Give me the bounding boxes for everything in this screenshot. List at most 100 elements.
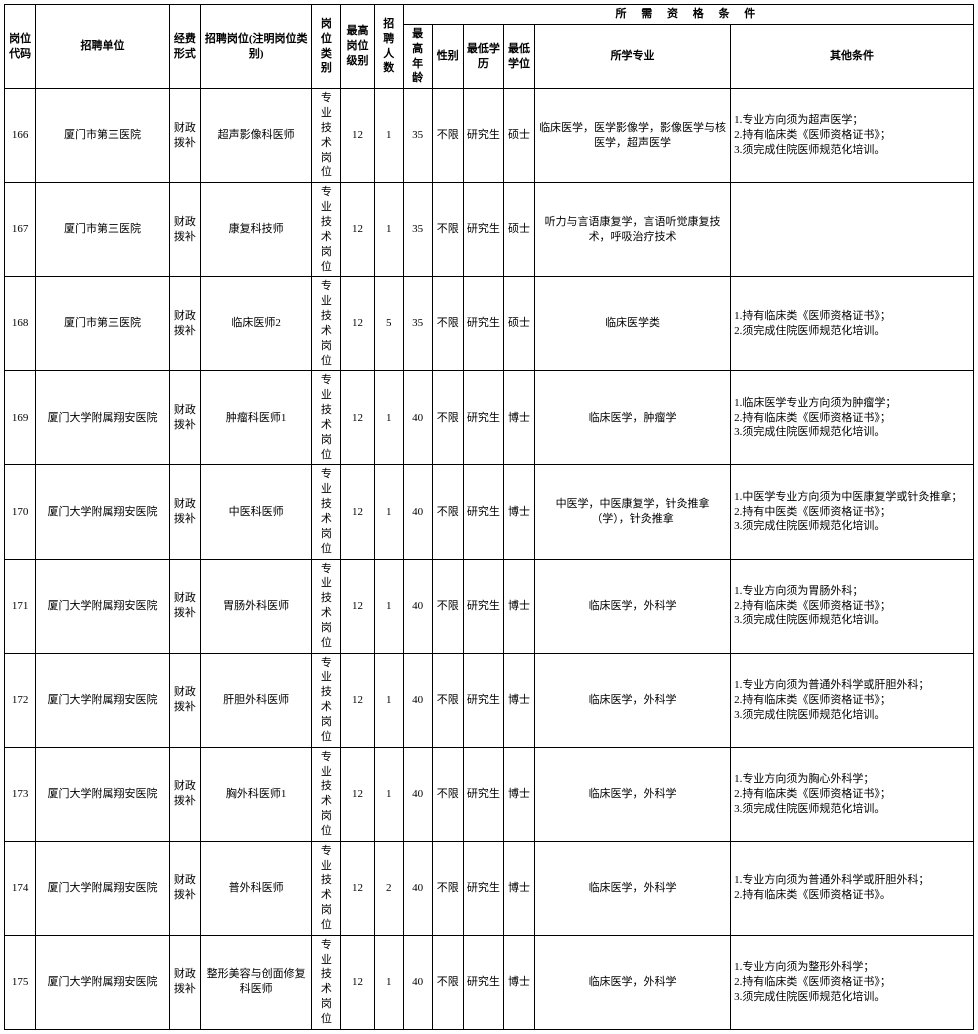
table-row: 173厦门大学附属翔安医院财政拨补胸外科医师1专业技术岗位12140不限研究生博… bbox=[5, 747, 974, 841]
table-cell: 12 bbox=[341, 465, 374, 559]
table-cell: 厦门市第三医院 bbox=[36, 89, 170, 183]
table-cell: 财政拨补 bbox=[169, 841, 200, 935]
table-cell: 40 bbox=[403, 371, 432, 465]
table-cell: 专业技术岗位 bbox=[312, 183, 341, 277]
table-cell: 12 bbox=[341, 653, 374, 747]
table-cell: 研究生 bbox=[463, 89, 503, 183]
table-cell: 1.专业方向须为胸心外科学；2.持有临床类《医师资格证书》；3.须完成住院医师规… bbox=[731, 747, 974, 841]
table-cell: 172 bbox=[5, 653, 36, 747]
table-row: 171厦门大学附属翔安医院财政拨补胃肠外科医师专业技术岗位12140不限研究生博… bbox=[5, 559, 974, 653]
table-cell: 临床医学，外科学 bbox=[535, 653, 731, 747]
table-cell: 临床医学，医学影像学，影像医学与核医学，超声医学 bbox=[535, 89, 731, 183]
table-cell: 厦门大学附属翔安医院 bbox=[36, 653, 170, 747]
table-cell: 研究生 bbox=[463, 747, 503, 841]
table-cell: 40 bbox=[403, 559, 432, 653]
table-cell: 35 bbox=[403, 89, 432, 183]
table-cell: 超声影像科医师 bbox=[200, 89, 311, 183]
table-cell: 1 bbox=[374, 747, 403, 841]
table-cell: 临床医学类 bbox=[535, 277, 731, 371]
table-row: 175厦门大学附属翔安医院财政拨补整形美容与创面修复科医师专业技术岗位12140… bbox=[5, 935, 974, 1029]
table-cell: 财政拨补 bbox=[169, 653, 200, 747]
table-row: 172厦门大学附属翔安医院财政拨补肝胆外科医师专业技术岗位12140不限研究生博… bbox=[5, 653, 974, 747]
table-cell: 5 bbox=[374, 277, 403, 371]
table-cell: 1.专业方向须为整形外科学；2.持有临床类《医师资格证书》；3.须完成住院医师规… bbox=[731, 935, 974, 1029]
table-cell: 肿瘤科医师1 bbox=[200, 371, 311, 465]
table-cell: 不限 bbox=[432, 747, 463, 841]
table-row: 166厦门市第三医院财政拨补超声影像科医师专业技术岗位12135不限研究生硕士临… bbox=[5, 89, 974, 183]
table-cell: 1 bbox=[374, 183, 403, 277]
table-cell: 专业技术岗位 bbox=[312, 559, 341, 653]
table-cell: 硕士 bbox=[503, 183, 534, 277]
header-category: 岗位类别 bbox=[312, 5, 341, 89]
table-header: 岗位代码 招聘单位 经费形式 招聘岗位(注明岗位类别) 岗位类别 最高岗位级别 … bbox=[5, 5, 974, 89]
table-cell: 167 bbox=[5, 183, 36, 277]
table-cell: 财政拨补 bbox=[169, 371, 200, 465]
table-cell: 不限 bbox=[432, 653, 463, 747]
table-cell: 临床医学，肿瘤学 bbox=[535, 371, 731, 465]
table-cell: 厦门大学附属翔安医院 bbox=[36, 841, 170, 935]
table-cell: 厦门大学附属翔安医院 bbox=[36, 747, 170, 841]
table-cell: 不限 bbox=[432, 89, 463, 183]
table-cell: 2 bbox=[374, 841, 403, 935]
table-cell: 专业技术岗位 bbox=[312, 371, 341, 465]
table-cell: 不限 bbox=[432, 465, 463, 559]
table-cell: 财政拨补 bbox=[169, 89, 200, 183]
table-cell: 康复科技师 bbox=[200, 183, 311, 277]
table-cell: 博士 bbox=[503, 465, 534, 559]
table-cell: 专业技术岗位 bbox=[312, 935, 341, 1029]
table-cell: 1.专业方向须为胃肠外科；2.持有临床类《医师资格证书》；3.须完成住院医师规范… bbox=[731, 559, 974, 653]
table-body: 166厦门市第三医院财政拨补超声影像科医师专业技术岗位12135不限研究生硕士临… bbox=[5, 89, 974, 1030]
table-cell: 174 bbox=[5, 841, 36, 935]
header-code: 岗位代码 bbox=[5, 5, 36, 89]
table-cell: 厦门市第三医院 bbox=[36, 183, 170, 277]
table-row: 168厦门市第三医院财政拨补临床医师2专业技术岗位12535不限研究生硕士临床医… bbox=[5, 277, 974, 371]
table-cell: 财政拨补 bbox=[169, 183, 200, 277]
table-cell: 中医学，中医康复学，针灸推拿（学），针灸推拿 bbox=[535, 465, 731, 559]
table-cell: 12 bbox=[341, 935, 374, 1029]
table-cell: 听力与言语康复学，言语听觉康复技术，呼吸治疗技术 bbox=[535, 183, 731, 277]
table-cell: 博士 bbox=[503, 653, 534, 747]
table-cell: 厦门市第三医院 bbox=[36, 277, 170, 371]
table-cell: 博士 bbox=[503, 559, 534, 653]
table-cell: 硕士 bbox=[503, 89, 534, 183]
table-cell: 40 bbox=[403, 465, 432, 559]
table-cell: 175 bbox=[5, 935, 36, 1029]
header-fund: 经费形式 bbox=[169, 5, 200, 89]
table-cell: 不限 bbox=[432, 559, 463, 653]
table-cell: 专业技术岗位 bbox=[312, 89, 341, 183]
table-cell: 中医科医师 bbox=[200, 465, 311, 559]
table-cell: 财政拨补 bbox=[169, 277, 200, 371]
table-cell: 不限 bbox=[432, 277, 463, 371]
header-position: 招聘岗位(注明岗位类别) bbox=[200, 5, 311, 89]
table-cell: 临床医学，外科学 bbox=[535, 747, 731, 841]
table-cell: 专业技术岗位 bbox=[312, 841, 341, 935]
table-cell: 厦门大学附属翔安医院 bbox=[36, 935, 170, 1029]
table-cell: 研究生 bbox=[463, 371, 503, 465]
table-cell: 临床医学，外科学 bbox=[535, 935, 731, 1029]
table-cell: 临床医学，外科学 bbox=[535, 841, 731, 935]
table-cell: 博士 bbox=[503, 747, 534, 841]
header-edu: 最低学历 bbox=[463, 24, 503, 88]
table-cell: 整形美容与创面修复科医师 bbox=[200, 935, 311, 1029]
table-cell: 财政拨补 bbox=[169, 747, 200, 841]
table-cell: 173 bbox=[5, 747, 36, 841]
header-unit: 招聘单位 bbox=[36, 5, 170, 89]
table-row: 174厦门大学附属翔安医院财政拨补普外科医师专业技术岗位12240不限研究生博士… bbox=[5, 841, 974, 935]
header-level: 最高岗位级别 bbox=[341, 5, 374, 89]
header-group: 所 需 资 格 条 件 bbox=[403, 5, 973, 25]
header-sex: 性别 bbox=[432, 24, 463, 88]
table-cell: 12 bbox=[341, 841, 374, 935]
table-cell: 厦门大学附属翔安医院 bbox=[36, 559, 170, 653]
table-cell: 肝胆外科医师 bbox=[200, 653, 311, 747]
table-cell: 1.专业方向须为普通外科学或肝胆外科；2.持有临床类《医师资格证书》；3.须完成… bbox=[731, 653, 974, 747]
table-cell: 1.专业方向须为普通外科学或肝胆外科；2.持有临床类《医师资格证书》。 bbox=[731, 841, 974, 935]
table-cell: 171 bbox=[5, 559, 36, 653]
table-cell: 不限 bbox=[432, 841, 463, 935]
header-degree: 最低学位 bbox=[503, 24, 534, 88]
header-age: 最高年龄 bbox=[403, 24, 432, 88]
table-cell: 财政拨补 bbox=[169, 559, 200, 653]
table-cell: 厦门大学附属翔安医院 bbox=[36, 371, 170, 465]
table-row: 170厦门大学附属翔安医院财政拨补中医科医师专业技术岗位12140不限研究生博士… bbox=[5, 465, 974, 559]
table-cell: 研究生 bbox=[463, 559, 503, 653]
table-cell: 35 bbox=[403, 183, 432, 277]
